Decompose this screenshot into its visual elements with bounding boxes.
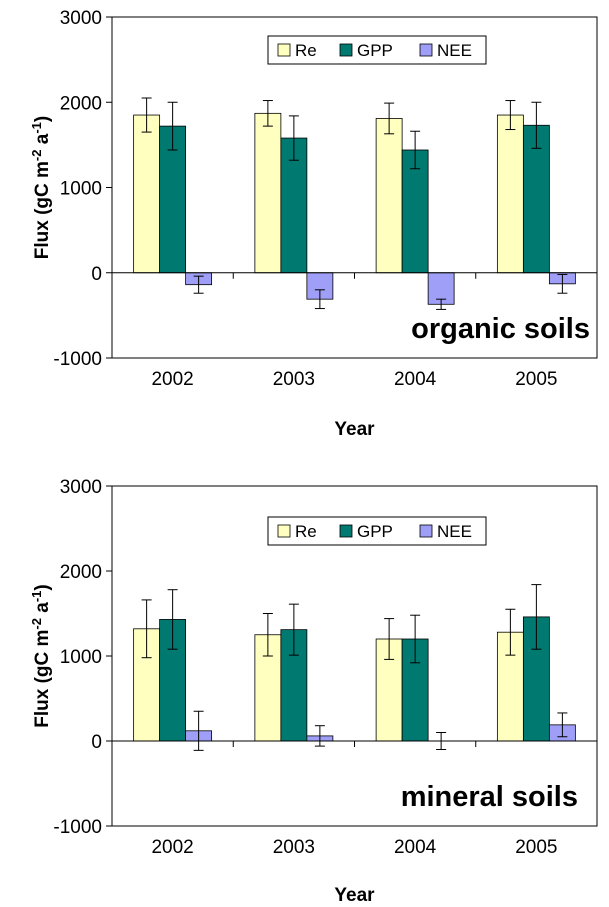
- legend-box: [267, 516, 487, 546]
- x-tick-label: 2005: [515, 369, 557, 390]
- legend: Re GPP NEE: [267, 516, 487, 546]
- axes: [106, 16, 598, 359]
- legend-label-nee: NEE: [437, 41, 472, 60]
- legend-swatch-gpp: [339, 43, 353, 57]
- legend-swatch-re: [277, 43, 291, 57]
- legend-swatch-gpp: [339, 524, 353, 538]
- x-tick-label: 2005: [515, 837, 557, 858]
- bars: [133, 616, 576, 742]
- error-bar-gpp-2003: [288, 603, 299, 656]
- y-tick-label: 0: [91, 732, 102, 753]
- error-bar-re-2003: [262, 613, 273, 657]
- y-tick-label: 0: [91, 264, 102, 285]
- error-bar-nee-2003: [314, 725, 325, 747]
- x-axis-title: Year: [334, 885, 375, 906]
- legend: Re GPP NEE: [267, 35, 487, 65]
- legend-label-re: Re: [295, 522, 317, 541]
- legend-label-gpp: GPP: [357, 522, 393, 541]
- bar-re-2002: [133, 114, 161, 274]
- error-bar-re-2002: [141, 599, 152, 659]
- error-bar-gpp-2005: [531, 584, 542, 650]
- error-bar-gpp-2004: [410, 614, 421, 664]
- error-bar-gpp-2005: [531, 101, 542, 149]
- y-tick-label: -1000: [53, 817, 102, 838]
- error-bar-nee-2004: [436, 298, 447, 310]
- x-tick-labels: 2002 2003 2004 2005: [151, 369, 557, 390]
- x-tick-label: 2003: [273, 369, 315, 390]
- y-tick-label: -1000: [53, 349, 102, 370]
- y-tick-label: 1000: [60, 179, 102, 200]
- error-bar-gpp-2002: [167, 101, 178, 151]
- x-tick-label: 2004: [394, 369, 437, 390]
- bar-re-2003: [254, 112, 282, 274]
- y-axis-title: Flux (gC m-2 a-1): [29, 584, 54, 727]
- error-bar-nee-2005: [557, 712, 568, 738]
- error-bar-nee-2005: [557, 273, 568, 294]
- y-axis-title: Flux (gC m-2 a-1): [29, 116, 54, 259]
- error-bar-re-2005: [505, 608, 516, 656]
- error-bar-gpp-2002: [167, 589, 178, 650]
- legend-label-nee: NEE: [437, 522, 472, 541]
- x-tick-label: 2002: [151, 837, 193, 858]
- x-axis-title: Year: [334, 419, 375, 440]
- error-bar-nee-2002: [193, 275, 204, 294]
- y-tick-label: 3000: [60, 477, 102, 498]
- bar-gpp-2005: [522, 124, 550, 274]
- error-bar-re-2004: [384, 102, 395, 135]
- bar-re-2005: [496, 114, 524, 274]
- legend-swatch-nee: [419, 524, 433, 538]
- y-tick-label: 3000: [60, 8, 102, 29]
- organic-soils-chart: -1000 0 1000 2000 3000 2002 2003 2004 2005 Year…: [29, 8, 598, 440]
- legend-box: [267, 35, 487, 65]
- error-bars: [141, 584, 568, 751]
- bar-re-2004: [375, 118, 403, 274]
- y-tick-labels: -1000 0 1000 2000 3000: [53, 8, 102, 370]
- y-tick-label: 1000: [60, 647, 102, 668]
- error-bar-gpp-2004: [410, 130, 421, 170]
- legend-label-re: Re: [295, 41, 317, 60]
- axes: [106, 485, 598, 827]
- annotation-organic-soils: organic soils: [411, 313, 590, 345]
- error-bar-gpp-2003: [288, 115, 299, 161]
- error-bar-nee-2002: [193, 710, 204, 751]
- y-tick-label: 2000: [60, 93, 102, 114]
- legend-swatch-re: [277, 524, 291, 538]
- legend-swatch-nee: [419, 43, 433, 57]
- error-bars: [141, 97, 568, 310]
- error-bar-re-2005: [505, 100, 516, 131]
- error-bar-nee-2003: [314, 289, 325, 310]
- y-tick-label: 2000: [60, 562, 102, 583]
- x-tick-label: 2004: [394, 837, 437, 858]
- y-tick-labels: -1000 0 1000 2000 3000: [53, 477, 102, 838]
- mineral-soils-chart: -1000 0 1000 2000 3000 2002 2003 2004 2005 Year…: [29, 477, 598, 906]
- error-bar-re-2002: [141, 97, 152, 133]
- x-tick-label: 2002: [151, 369, 193, 390]
- x-tick-label: 2003: [273, 837, 315, 858]
- x-tick-labels: 2002 2003 2004 2005: [151, 837, 557, 858]
- legend-label-gpp: GPP: [357, 41, 393, 60]
- error-bar-re-2003: [262, 100, 273, 127]
- annotation-mineral-soils: mineral soils: [401, 781, 578, 813]
- error-bar-re-2004: [384, 618, 395, 660]
